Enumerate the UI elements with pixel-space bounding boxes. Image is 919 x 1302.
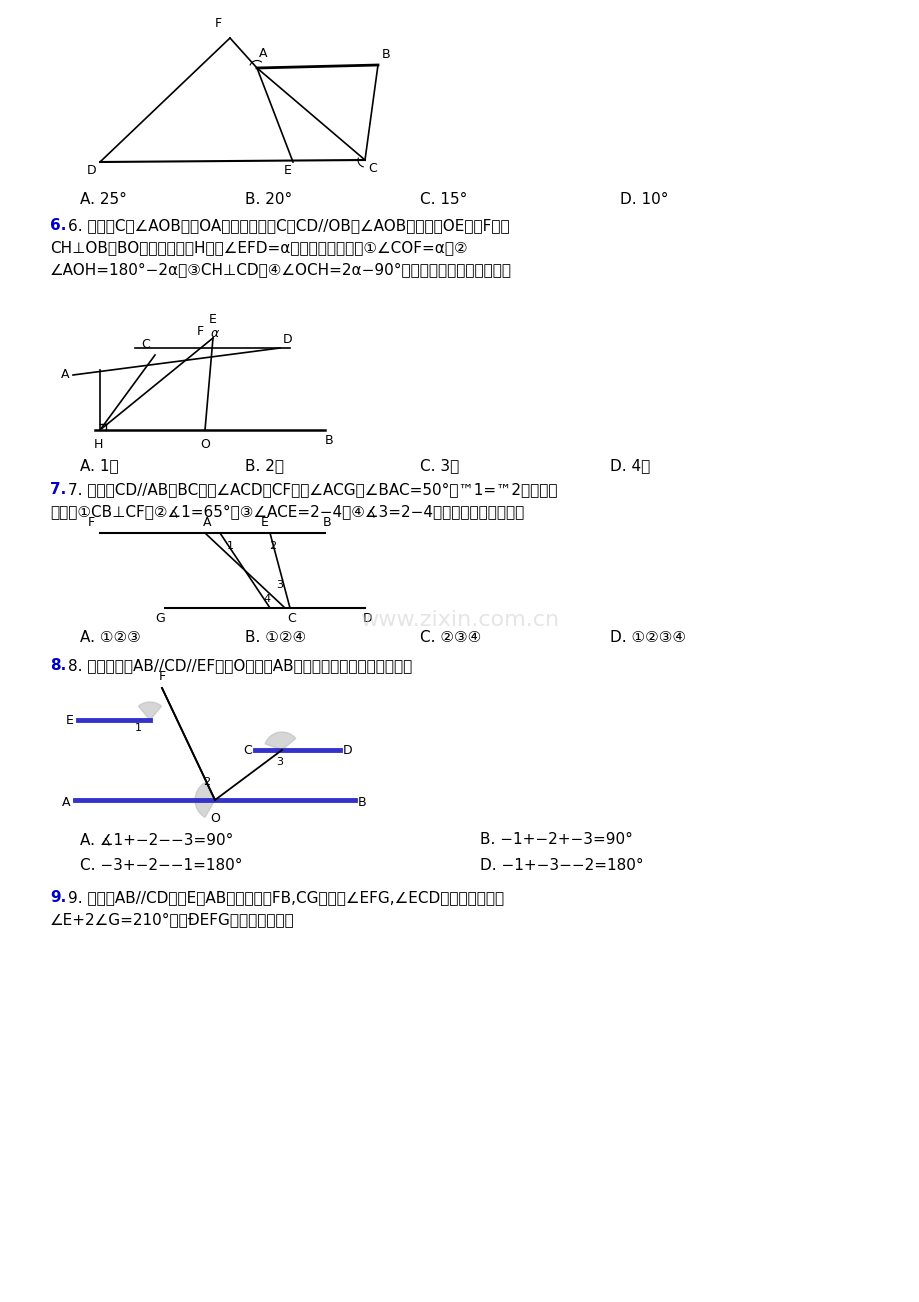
Text: www.zixin.com.cn: www.zixin.com.cn xyxy=(360,611,559,630)
Text: A: A xyxy=(61,368,69,381)
Text: B: B xyxy=(323,516,331,529)
Text: 9.: 9. xyxy=(50,891,66,905)
Text: 1: 1 xyxy=(226,542,233,551)
Text: E: E xyxy=(261,516,268,529)
Text: A: A xyxy=(259,47,267,60)
Text: CH⊥OB交BO的延长线于点H，若∠EFD=α，现有以下结论：①∠COF=α；②: CH⊥OB交BO的延长线于点H，若∠EFD=α，现有以下结论：①∠COF=α；② xyxy=(50,240,467,255)
Text: O: O xyxy=(210,812,220,825)
Text: A: A xyxy=(202,516,210,529)
Text: B. −1+−2+−3=90°: B. −1+−2+−3=90° xyxy=(480,832,632,848)
Text: B: B xyxy=(324,434,334,447)
Text: α: α xyxy=(210,327,219,340)
Text: 2: 2 xyxy=(269,542,277,551)
Text: 9. 如图，AB//CD，点E为AB上方一点，FB,CG分別为∠EFG,∠ECD的角平分线，若: 9. 如图，AB//CD，点E为AB上方一点，FB,CG分別为∠EFG,∠ECD… xyxy=(68,891,504,905)
Text: C: C xyxy=(368,161,377,174)
Text: G: G xyxy=(155,612,165,625)
Text: 3: 3 xyxy=(277,579,283,590)
Text: A. 1个: A. 1个 xyxy=(80,458,119,473)
Text: B: B xyxy=(357,797,367,810)
Text: 8. 如图，直线AB//CD//EF，点O在直线AB上，下列结论正确的是（　）: 8. 如图，直线AB//CD//EF，点O在直线AB上，下列结论正确的是（ ） xyxy=(68,658,412,673)
Text: F: F xyxy=(197,326,204,339)
Text: D. −1+−3−−2=180°: D. −1+−3−−2=180° xyxy=(480,858,643,874)
Text: C. 15°: C. 15° xyxy=(420,191,467,207)
Text: E: E xyxy=(209,312,217,326)
Text: D: D xyxy=(283,333,292,346)
Text: C: C xyxy=(142,339,150,352)
Text: F: F xyxy=(215,17,221,30)
Text: H: H xyxy=(93,437,103,450)
Wedge shape xyxy=(195,783,215,818)
Wedge shape xyxy=(138,702,162,720)
Text: A: A xyxy=(62,797,70,810)
Text: O: O xyxy=(199,437,210,450)
Text: 7. 如图，CD//AB，BC平分∠ACD，CF平分∠ACG，∠BAC=50°，™1=™2，则下列: 7. 如图，CD//AB，BC平分∠ACD，CF平分∠ACG，∠BAC=50°，… xyxy=(68,482,557,497)
Text: D: D xyxy=(343,743,352,756)
Text: D. 10°: D. 10° xyxy=(619,191,668,207)
Text: D: D xyxy=(86,164,96,177)
Text: E: E xyxy=(66,713,74,727)
Text: 7.: 7. xyxy=(50,482,66,497)
Wedge shape xyxy=(265,732,296,750)
Text: ∠E+2∠G=210°，则ĐEFG的度数为（　）: ∠E+2∠G=210°，则ĐEFG的度数为（ ） xyxy=(50,911,294,927)
Text: B: B xyxy=(381,48,391,61)
Text: D. 4个: D. 4个 xyxy=(609,458,650,473)
Text: ∠AOH=180°−2α；③CH⊥CD；④∠OCH=2α−90°。结论正确的个数是（　）: ∠AOH=180°−2α；③CH⊥CD；④∠OCH=2α−90°。结论正确的个数… xyxy=(50,262,512,277)
Text: 结论：①CB⊥CF，②∡1=65°，③∠ACE=2−4，④∡3=2−4。其中正确的是（　）: 结论：①CB⊥CF，②∡1=65°，③∠ACE=2−4，④∡3=2−4。其中正确… xyxy=(50,504,524,519)
Text: D: D xyxy=(363,612,372,625)
Text: B. ①②④: B. ①②④ xyxy=(244,630,306,644)
Text: F: F xyxy=(88,516,95,529)
Text: B. 2个: B. 2个 xyxy=(244,458,284,473)
Text: C. ②③④: C. ②③④ xyxy=(420,630,481,644)
Text: 6. 如图，C为∠AOB的辽OA上一点，过点C作CD//OB交∠AOB的平分线OE于点F，作: 6. 如图，C为∠AOB的辽OA上一点，过点C作CD//OB交∠AOB的平分线O… xyxy=(68,217,509,233)
Text: 2: 2 xyxy=(203,777,210,786)
Text: C: C xyxy=(243,743,252,756)
Text: 8.: 8. xyxy=(50,658,66,673)
Text: F: F xyxy=(158,671,165,684)
Text: 1: 1 xyxy=(134,723,142,733)
Text: 3: 3 xyxy=(277,756,283,767)
Text: C. −3+−2−−1=180°: C. −3+−2−−1=180° xyxy=(80,858,243,874)
Text: B. 20°: B. 20° xyxy=(244,191,292,207)
Text: A. 25°: A. 25° xyxy=(80,191,127,207)
Text: A. ①②③: A. ①②③ xyxy=(80,630,141,644)
Text: D. ①②③④: D. ①②③④ xyxy=(609,630,686,644)
Text: A. ∡1+−2−−3=90°: A. ∡1+−2−−3=90° xyxy=(80,832,233,848)
Text: C: C xyxy=(287,612,295,625)
Text: 6.: 6. xyxy=(50,217,66,233)
Text: E: E xyxy=(284,164,291,177)
Text: C. 3个: C. 3个 xyxy=(420,458,459,473)
Text: 4: 4 xyxy=(263,594,270,604)
